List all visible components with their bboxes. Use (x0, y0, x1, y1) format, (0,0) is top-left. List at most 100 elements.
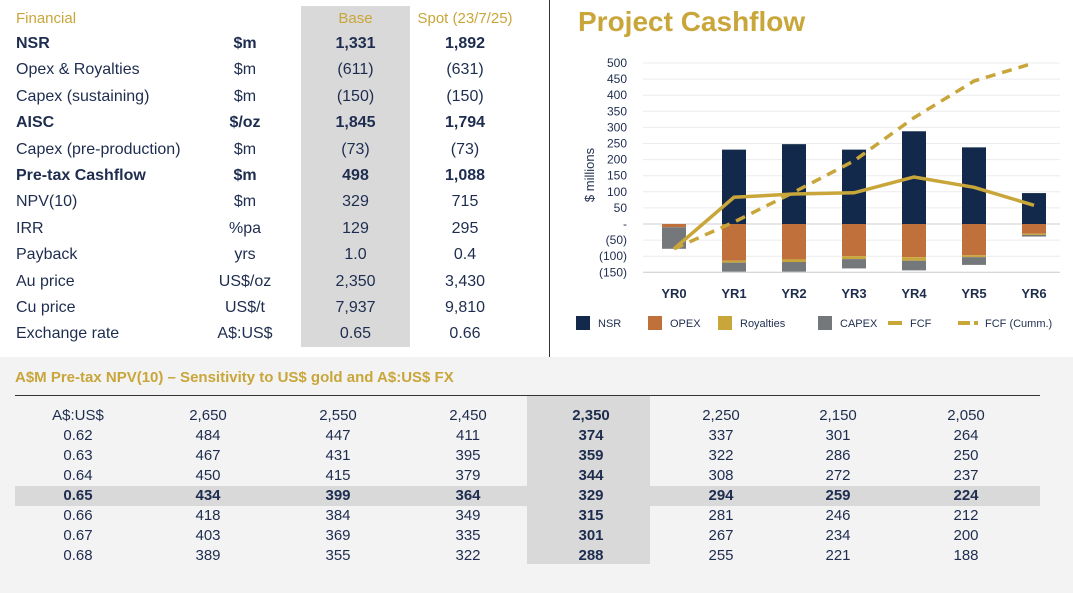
y-tick-label: 450 (607, 72, 627, 86)
npv-value: 450 (195, 467, 221, 484)
base-column-highlight (301, 6, 410, 347)
npv-value: 434 (195, 487, 221, 504)
npv-value: 267 (708, 527, 734, 544)
financial-spot: 3,430 (444, 272, 486, 290)
bar-nsr (722, 149, 746, 224)
legend-item: OPEX (648, 316, 701, 330)
legend-label: FCF (Cumm.) (985, 318, 1052, 330)
bar-capex (1022, 234, 1046, 237)
legend-swatch (818, 316, 832, 330)
financial-label: Payback (16, 246, 78, 264)
npv-value: 200 (953, 527, 979, 544)
bar-opex (1022, 224, 1046, 234)
bar-capex (902, 260, 926, 271)
legend-label: Royalties (740, 318, 786, 330)
financial-spot: 0.4 (453, 246, 477, 264)
financial-base: (611) (337, 61, 374, 79)
fx-rate: 0.67 (63, 527, 93, 544)
legend-swatch (718, 316, 732, 330)
npv-value: 322 (455, 547, 481, 564)
panel-divider (549, 0, 550, 357)
y-tick-label: (50) (606, 233, 627, 247)
legend-swatch (576, 316, 590, 330)
financial-unit: $m (233, 61, 257, 79)
project-cashflow-chart: 500 450 400 350 300 250 200 150 100 50 - (50) (100) (… (576, 56, 1060, 330)
npv-value: 294 (708, 487, 734, 504)
y-tick-label: - (623, 217, 627, 231)
legend-item: Royalties (718, 316, 786, 330)
financial-label: NPV(10) (16, 193, 78, 211)
financial-spot: 1,088 (444, 167, 486, 184)
fx-rate: 0.63 (63, 447, 93, 464)
financial-unit: yrs (234, 246, 256, 264)
financial-row: Capex (sustaining) $m (150) (150) (0, 84, 540, 110)
financial-row: NPV(10) $m 329 715 (0, 189, 540, 215)
y-tick-label: 100 (607, 185, 627, 199)
financial-unit: US$/oz (218, 272, 272, 290)
npv-value: 484 (195, 427, 221, 444)
npv-value: 411 (456, 427, 480, 444)
x-tick-label: YR1 (721, 286, 746, 301)
npv-value: 337 (708, 427, 734, 444)
legend-label: NSR (598, 318, 621, 330)
npv-value: 308 (708, 467, 734, 484)
financial-unit: $m (233, 167, 257, 184)
sensitivity-row: 0.67 403 369 335 301 267 234 200 (0, 526, 1073, 546)
financial-base: (73) (341, 140, 370, 158)
bar-royalties (722, 260, 746, 263)
financial-row: IRR %pa 129 295 (0, 216, 540, 242)
financial-spot: 715 (451, 193, 479, 211)
financial-spot: 295 (451, 219, 479, 237)
sensitivity-header-row: A$:US$ 2,650 2,550 2,450 2,350 2,250 2,150 2,05… (0, 406, 1073, 426)
npv-value: 359 (578, 447, 604, 464)
bar-royalties (782, 259, 806, 262)
legend-item: CAPEX (818, 316, 878, 330)
y-tick-label: 500 (607, 56, 627, 70)
financial-row: Pre-tax Cashflow $m 498 1,088 (0, 163, 540, 189)
npv-value: 250 (953, 447, 979, 464)
bar-royalties (1022, 233, 1046, 235)
bar-nsr (842, 149, 866, 224)
npv-value: 288 (578, 547, 604, 564)
npv-value: 322 (708, 447, 734, 464)
fx-rate: 0.65 (63, 487, 93, 504)
bar-capex (782, 261, 806, 272)
bar-opex (662, 224, 686, 228)
financial-unit: $m (233, 193, 257, 211)
financial-label: IRR (16, 219, 44, 237)
npv-value: 355 (325, 547, 351, 564)
y-tick-label: 50 (614, 201, 628, 215)
sensitivity-row: 0.62 484 447 411 374 337 301 264 (0, 426, 1073, 446)
fx-rate: 0.64 (63, 467, 93, 484)
npv-value: 221 (825, 547, 851, 564)
bar-opex (722, 224, 746, 261)
financial-spot: (150) (446, 87, 484, 105)
bar-royalties (842, 256, 866, 260)
npv-value: 329 (578, 487, 604, 504)
financial-spot: 9,810 (444, 299, 486, 316)
bar-royalties (962, 255, 986, 258)
financial-unit: $m (233, 87, 257, 105)
bar-capex (962, 257, 986, 265)
gold-price-header: 2,050 (947, 407, 985, 424)
sensitivity-rule (15, 395, 1040, 396)
financial-label: Capex (pre-production) (16, 140, 181, 158)
financial-row: Cu price US$/t 7,937 9,810 (0, 295, 540, 321)
financial-row: AISC $/oz 1,845 1,794 (0, 110, 540, 136)
fcf-cumulative-line (673, 61, 1035, 251)
npv-value: 286 (825, 447, 851, 464)
header-base: Base (338, 10, 373, 27)
sensitivity-row: 0.66 418 384 349 315 281 246 212 (0, 506, 1073, 526)
bar-nsr (782, 144, 806, 224)
legend-label: FCF (910, 318, 932, 330)
npv-value: 364 (455, 487, 481, 504)
financial-base: (150) (336, 87, 375, 105)
npv-value: 389 (195, 547, 221, 564)
gold-price-header: 2,150 (819, 407, 857, 424)
y-tick-label: (150) (599, 265, 627, 279)
npv-value: 264 (953, 427, 979, 444)
financial-row: NSR $m 1,331 1,892 (0, 31, 540, 57)
npv-value: 344 (578, 467, 604, 484)
x-tick-label: YR6 (1021, 286, 1046, 301)
y-tick-label: (100) (599, 249, 627, 263)
